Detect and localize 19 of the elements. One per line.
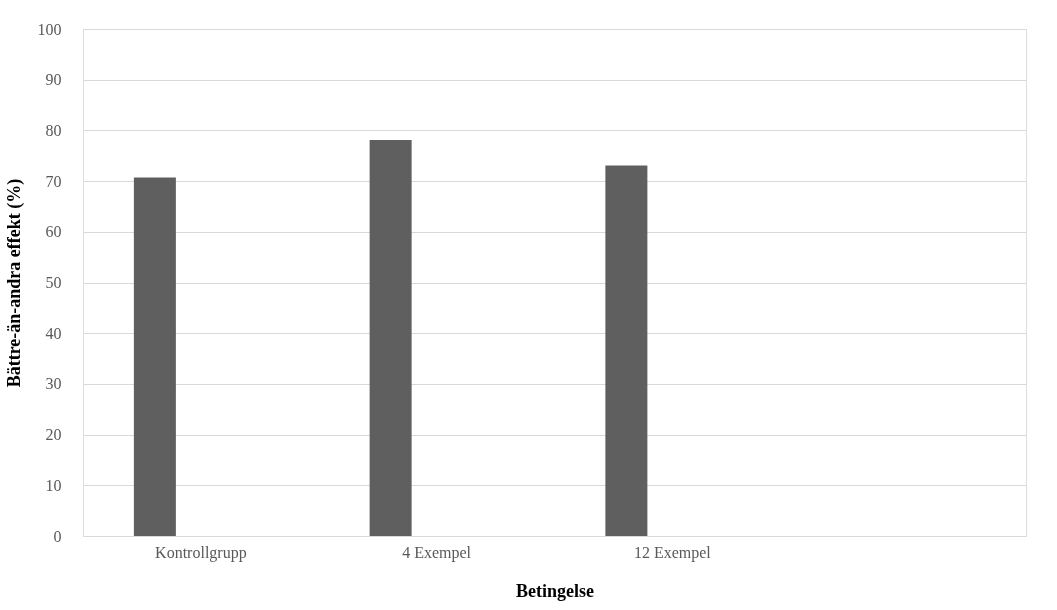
y-tick-label: 90 (45, 71, 62, 89)
y-tick-label: 0 (53, 527, 62, 545)
bar (133, 177, 176, 536)
y-tick-label: 20 (45, 426, 62, 444)
x-tick-label: 4 Exempel (402, 543, 472, 562)
y-tick-label: 80 (45, 121, 62, 139)
y-tick-label: 30 (45, 375, 62, 393)
bar (605, 165, 648, 536)
bar (369, 140, 412, 536)
x-tick-label: Kontrollgrupp (155, 543, 247, 562)
y-tick-label: 10 (45, 476, 62, 494)
x-tick-label: 12 Exempel (633, 543, 712, 562)
y-tick-label: 60 (45, 223, 62, 241)
y-axis-title: Bättre-än-andra effekt (%) (3, 178, 25, 388)
y-tick-label: 40 (45, 324, 62, 342)
y-tick-label: 100 (37, 20, 62, 38)
y-tick-label: 50 (45, 274, 62, 291)
y-tick-label: 70 (45, 172, 62, 190)
x-axis-title: Betingelse (516, 580, 594, 601)
